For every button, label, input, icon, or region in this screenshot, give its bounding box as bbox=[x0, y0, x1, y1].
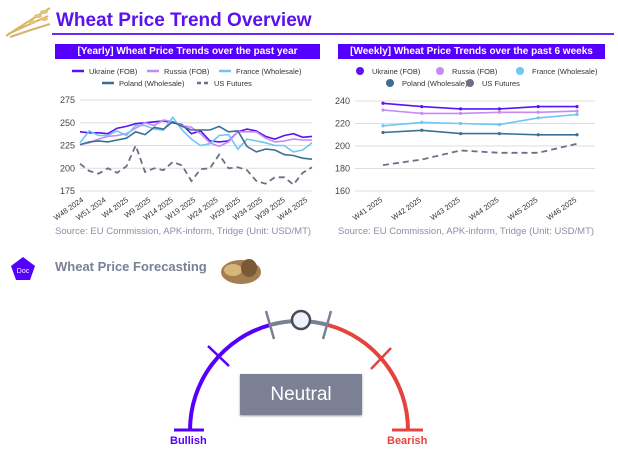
data-point bbox=[459, 121, 463, 126]
y-tick-label: 160 bbox=[335, 186, 350, 196]
y-tick-label: 250 bbox=[60, 118, 75, 128]
series-line-france bbox=[382, 113, 578, 127]
data-point bbox=[381, 108, 385, 112]
data-point bbox=[575, 133, 579, 137]
forecast-title: Wheat Price Forecasting bbox=[55, 259, 207, 274]
data-point bbox=[536, 105, 540, 109]
legend-label: US Futures bbox=[214, 79, 252, 88]
legend-label: Poland (Wholesale) bbox=[119, 79, 185, 88]
series-line-us bbox=[79, 143, 313, 186]
data-point bbox=[420, 105, 424, 109]
data-point bbox=[497, 110, 501, 114]
data-point bbox=[420, 128, 424, 132]
data-point bbox=[381, 124, 385, 128]
page-title: Wheat Price Trend Overview bbox=[56, 10, 312, 31]
y-tick-label: 175 bbox=[60, 186, 75, 196]
series-line-russia bbox=[382, 109, 578, 115]
y-tick-label: 200 bbox=[335, 141, 350, 151]
y-tick-label: 220 bbox=[335, 119, 350, 129]
weekly-chart-title: [Weekly] Wheat Price Trends over the pas… bbox=[338, 44, 605, 59]
legend-label: Ukraine (FOB) bbox=[89, 67, 138, 76]
data-point bbox=[381, 130, 385, 135]
y-tick-label: 225 bbox=[60, 141, 75, 151]
data-point bbox=[497, 132, 501, 136]
x-tick-label: W46 2025 bbox=[545, 195, 578, 222]
yearly-source: Source: EU Commission, APK-inform, Tridg… bbox=[55, 226, 312, 237]
series-line-france bbox=[79, 115, 313, 153]
data-point bbox=[459, 107, 463, 111]
legend-marker bbox=[356, 67, 364, 75]
series-line-poland bbox=[382, 129, 577, 136]
x-tick-label: W43 2025 bbox=[429, 195, 462, 222]
series-line-us bbox=[382, 142, 578, 166]
data-point bbox=[497, 123, 501, 127]
data-point bbox=[575, 109, 579, 113]
data-point bbox=[536, 133, 540, 137]
y-tick-label: 240 bbox=[335, 96, 350, 106]
x-tick-label: W45 2025 bbox=[506, 195, 539, 222]
legend-label: US Futures bbox=[482, 79, 520, 88]
data-point bbox=[420, 111, 424, 115]
wheat-sack-image bbox=[221, 259, 261, 284]
bearish-label: Bearish bbox=[387, 435, 428, 447]
yearly-chart-title: [Yearly] Wheat Price Trends over the pas… bbox=[55, 44, 320, 59]
weekly-chart: Ukraine (FOB) Russia (FOB) France (Wholesa… bbox=[335, 67, 598, 222]
legend-marker bbox=[386, 79, 394, 87]
data-point bbox=[536, 116, 540, 120]
y-tick-label: 275 bbox=[60, 95, 75, 105]
data-point bbox=[459, 132, 463, 136]
legend-label: Poland (Wholesale) bbox=[402, 79, 468, 88]
data-point bbox=[381, 101, 385, 105]
legend-marker bbox=[436, 67, 444, 75]
legend-marker bbox=[516, 67, 524, 75]
legend-label: France (Wholesale) bbox=[236, 67, 302, 76]
series-line-ukraine bbox=[79, 120, 313, 143]
svg-text:Doc: Doc bbox=[17, 268, 30, 275]
legend-marker bbox=[466, 79, 474, 87]
y-tick-label: 200 bbox=[60, 163, 75, 173]
data-point bbox=[420, 120, 424, 124]
legend-label: Russia (FOB) bbox=[452, 67, 498, 76]
bullish-label: Bullish bbox=[170, 435, 207, 447]
series-line-poland bbox=[79, 120, 313, 160]
y-tick-label: 180 bbox=[335, 164, 350, 174]
x-tick-label: W44 2025 bbox=[467, 195, 500, 222]
data-point bbox=[459, 111, 463, 115]
gauge-needle-marker bbox=[290, 309, 312, 331]
yearly-chart: Ukraine (FOB) Russia (FOB) France (Wholesa… bbox=[52, 67, 313, 222]
data-point bbox=[536, 110, 540, 114]
x-tick-label: W42 2025 bbox=[390, 195, 423, 222]
legend-label: France (Wholesale) bbox=[532, 67, 598, 76]
data-point bbox=[575, 112, 579, 117]
series-line-ukraine bbox=[382, 102, 577, 110]
title-divider bbox=[52, 33, 614, 35]
wheat-image bbox=[5, 7, 51, 38]
data-point bbox=[497, 107, 501, 111]
doc-icon: Doc bbox=[11, 257, 35, 280]
legend-label: Russia (FOB) bbox=[164, 67, 210, 76]
data-point bbox=[575, 105, 579, 109]
x-tick-label: W41 2025 bbox=[351, 195, 384, 222]
sentiment-status: Neutral bbox=[240, 374, 362, 415]
legend-label: Ukraine (FOB) bbox=[372, 67, 421, 76]
weekly-source: Source: EU Commission, APK-inform, Tridg… bbox=[338, 226, 595, 237]
